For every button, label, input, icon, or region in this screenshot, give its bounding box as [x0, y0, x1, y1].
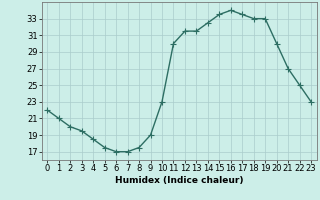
X-axis label: Humidex (Indice chaleur): Humidex (Indice chaleur): [115, 176, 244, 185]
